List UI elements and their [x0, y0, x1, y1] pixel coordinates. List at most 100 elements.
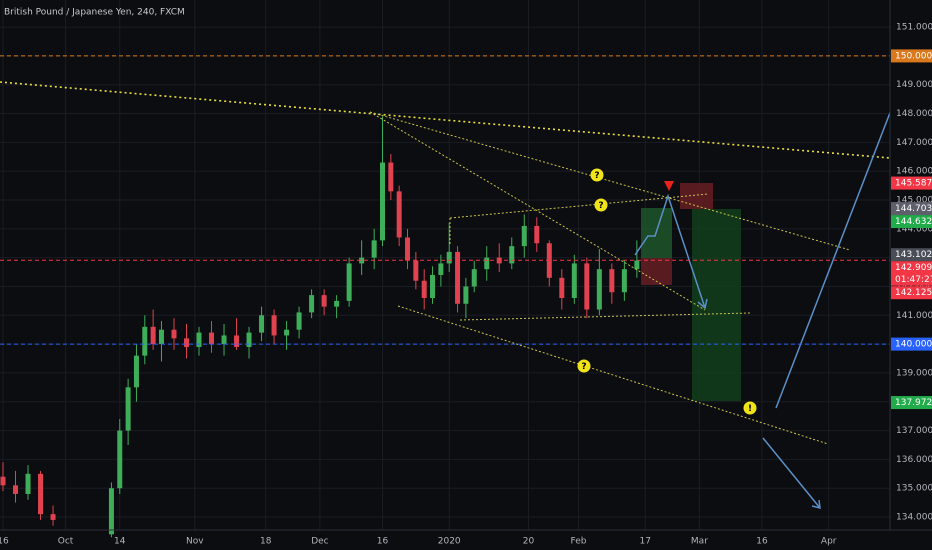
candles — [0, 116, 640, 538]
y-tick-label: 135.000 — [896, 484, 932, 494]
trend-line — [449, 193, 709, 219]
price-label-bg — [891, 49, 932, 63]
projection-arrow — [775, 104, 894, 409]
candle-body — [421, 280, 427, 298]
trend-line — [0, 81, 891, 159]
x-tick-label: 14 — [114, 537, 126, 547]
x-tick-label: 20 — [523, 537, 535, 547]
candle-body — [150, 326, 156, 345]
candle-body — [634, 260, 640, 270]
price-label-bg — [891, 261, 932, 275]
annotation-badge — [743, 401, 757, 415]
candle-body — [117, 430, 123, 489]
candle-body — [196, 332, 202, 347]
trend-line — [397, 305, 829, 445]
y-tick-label: 137.000 — [896, 426, 932, 436]
candle-body — [396, 191, 402, 238]
price-label-bg — [891, 396, 932, 410]
price-label-bg — [891, 286, 932, 300]
x-tick-label: 18 — [260, 537, 272, 547]
chart-title: British Pound / Japanese Yen, 240, FXCM — [4, 8, 185, 18]
price-label: 142.909 — [895, 263, 932, 273]
annotation-badge — [594, 198, 608, 212]
x-tick-label: 16 — [0, 537, 9, 547]
y-tick-label: 146.000 — [896, 167, 932, 177]
candle-body — [571, 263, 577, 298]
candle-body — [446, 251, 452, 264]
candle-body — [438, 263, 444, 275]
trend-line — [459, 312, 751, 321]
candle-body — [183, 338, 189, 347]
price-label: 144.632 — [895, 217, 932, 227]
candle-body — [234, 335, 240, 347]
candle-body — [142, 326, 148, 356]
y-tick-label: 139.000 — [896, 368, 932, 378]
price-label-bg — [891, 337, 932, 351]
x-tick-label: Mar — [691, 537, 708, 547]
arrow-head — [697, 298, 708, 310]
annotation-text: ? — [594, 171, 599, 181]
candle-body — [108, 488, 114, 535]
x-tick-label: 17 — [639, 537, 650, 547]
candle-body — [609, 269, 615, 293]
candle-body — [284, 329, 290, 336]
drawings — [641, 183, 741, 401]
arrow-head — [811, 499, 821, 509]
annotation-badge — [577, 359, 591, 373]
y-tick-label: 151.000 — [896, 23, 932, 33]
drawings — [0, 81, 894, 509]
down-arrow — [664, 181, 674, 191]
candle-body — [38, 473, 44, 515]
candle-body — [171, 329, 177, 339]
candle-body — [334, 300, 340, 307]
candle-body — [0, 476, 6, 486]
x-tick-label: Apr — [821, 537, 837, 547]
price-label-bg — [891, 248, 932, 262]
candle-body — [259, 315, 265, 333]
candle-body — [158, 329, 164, 345]
x-tick-label: 2020 — [438, 537, 461, 547]
y-tick-label: 148.000 — [896, 109, 932, 119]
x-tick-label: 16 — [377, 537, 389, 547]
candle-body — [246, 332, 252, 347]
candle-body — [413, 260, 419, 281]
y-tick-label: 136.000 — [896, 455, 932, 465]
candle-body — [471, 269, 477, 287]
trend-line — [369, 111, 706, 311]
countdown-bg — [891, 273, 932, 286]
y-tick-label: 141.000 — [896, 311, 932, 321]
price-label: 145.587 — [895, 179, 932, 189]
candle-body — [371, 240, 377, 258]
candle-body — [430, 274, 436, 298]
candle-body — [388, 162, 394, 192]
x-tick-label: Nov — [186, 537, 204, 547]
candle-body — [125, 387, 131, 431]
annotation-text: ! — [748, 404, 752, 414]
x-tick-label: 16 — [756, 537, 768, 547]
candle-body — [584, 263, 590, 310]
candle-body — [209, 332, 215, 345]
candle-body — [296, 312, 302, 330]
price-label: 144.703 — [895, 204, 932, 214]
candle-body — [271, 315, 277, 336]
annotation-text: ? — [581, 362, 586, 372]
y-tick-label: 134.000 — [896, 513, 932, 523]
loss-zone — [641, 258, 672, 285]
price-label: 140.000 — [895, 340, 932, 350]
candle-body — [596, 269, 602, 310]
countdown: 01:47:27 — [895, 275, 932, 285]
grid — [0, 0, 890, 530]
candle-body — [379, 162, 385, 241]
candle-body — [25, 473, 31, 494]
candle-body — [133, 355, 139, 388]
candle-body — [509, 246, 515, 264]
price-label-bg — [891, 176, 932, 190]
y-tick-label: 145.000 — [896, 196, 932, 206]
profit-zone — [692, 209, 741, 401]
candle-body — [521, 225, 527, 247]
candle-body — [559, 277, 565, 298]
candle-body — [221, 335, 227, 345]
y-tick-label: 144.000 — [896, 224, 932, 234]
candle-body — [463, 286, 469, 304]
